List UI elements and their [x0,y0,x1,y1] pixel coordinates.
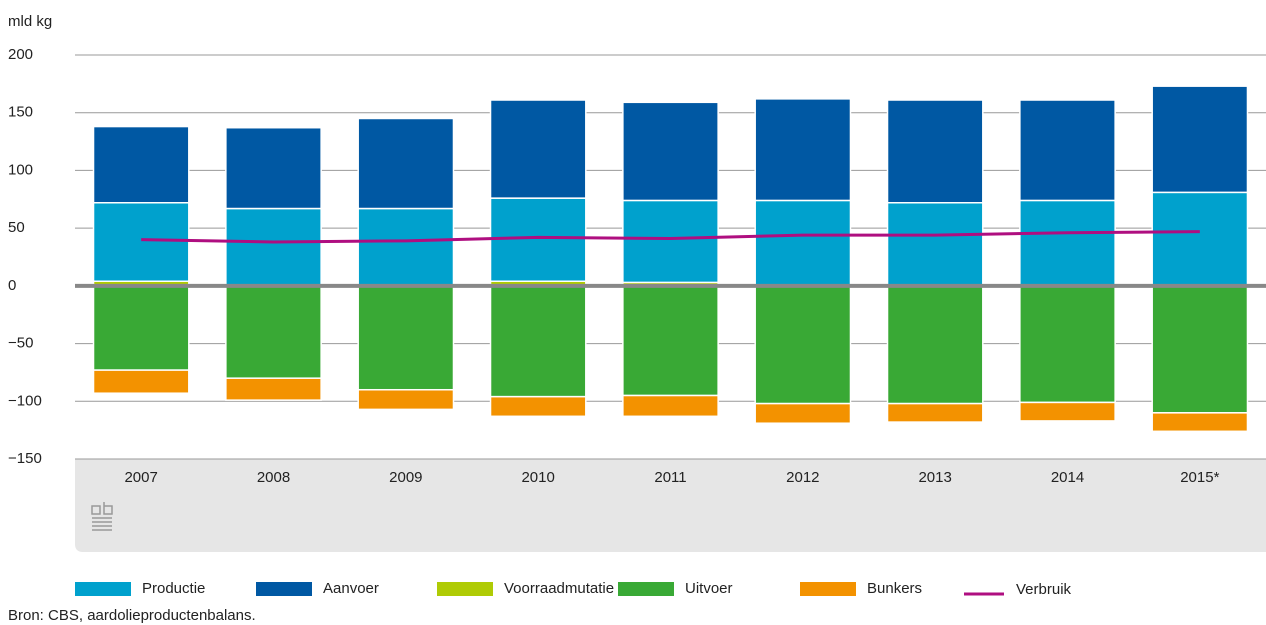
x-tick-label: 2014 [1051,469,1084,486]
source: Bron: CBS, aardolieproductenbalans. [8,607,256,624]
bar-segment [1151,85,1249,194]
bar-segment [754,98,852,202]
x-tick-label: 2012 [786,469,819,486]
line [141,230,1200,244]
bar-segment [357,285,455,391]
bar-segment [1019,199,1116,287]
logo-shape [91,502,113,531]
bar-segment [886,402,984,423]
bar-segment [225,207,322,287]
x-tick-label: 2009 [389,469,422,486]
legend-swatch [800,582,856,596]
x-tick-label: 2008 [257,469,290,486]
y-tick-label: −150 [8,450,42,467]
bar-segment [754,285,852,405]
legend-label: Voorraadmutatie [504,580,614,597]
bar-segment [92,201,190,282]
bar-segment [1151,412,1249,433]
x-tick-label: 2010 [521,469,554,486]
x-tick-label: 2013 [918,469,951,486]
y-tick-label: 200 [8,46,33,63]
bar-segment [357,388,455,411]
bar-segment [225,285,322,379]
bar-segment [92,125,190,204]
bar-segment [1151,191,1249,287]
bar-segment [622,394,719,418]
y-tick-label: −100 [8,392,42,409]
legend-swatch [75,582,131,596]
bar-segment [225,126,322,210]
bar-segment [489,395,587,418]
x-tick-label: 2007 [124,469,157,486]
bar-segment [754,199,852,287]
bar-segment [1019,285,1116,404]
category-panel [75,459,1266,552]
x-tick-label: 2015* [1180,469,1219,486]
bar-segment [622,285,719,397]
bar-segment [92,285,190,371]
bar-segment [1019,401,1116,422]
bar-segment [622,199,719,284]
bar-segment [622,101,719,202]
bar-segment [489,99,587,199]
bar-segment [754,402,852,424]
bar-segment [886,99,984,204]
legend-label: Verbruik [1016,581,1072,598]
bar-segment [489,285,587,398]
legend-label: Uitvoer [685,580,733,597]
legend-label: Bunkers [867,580,922,597]
bar-segment [886,201,984,287]
bar-segment [1019,99,1116,202]
x-tick-label: 2011 [654,469,686,486]
bar-segment [357,207,455,287]
bar-segment [225,377,322,401]
legend-swatch [618,582,674,596]
legend-label: Productie [142,580,205,597]
bar-segment [357,117,455,210]
legend-label: Aanvoer [323,580,379,597]
y-tick-label: 0 [8,277,16,294]
legend-swatch [437,582,493,596]
y-tick-label: −50 [8,335,33,352]
y-tick-label: 50 [8,219,25,236]
bar-segment [92,369,190,394]
bar-segment [1151,285,1249,414]
bar-segment [886,285,984,405]
logo [91,502,113,531]
y-axis-label: mld kg [8,13,52,30]
y-tick-label: 100 [8,161,33,178]
legend-swatch [256,582,312,596]
y-tick-label: 150 [8,104,33,121]
